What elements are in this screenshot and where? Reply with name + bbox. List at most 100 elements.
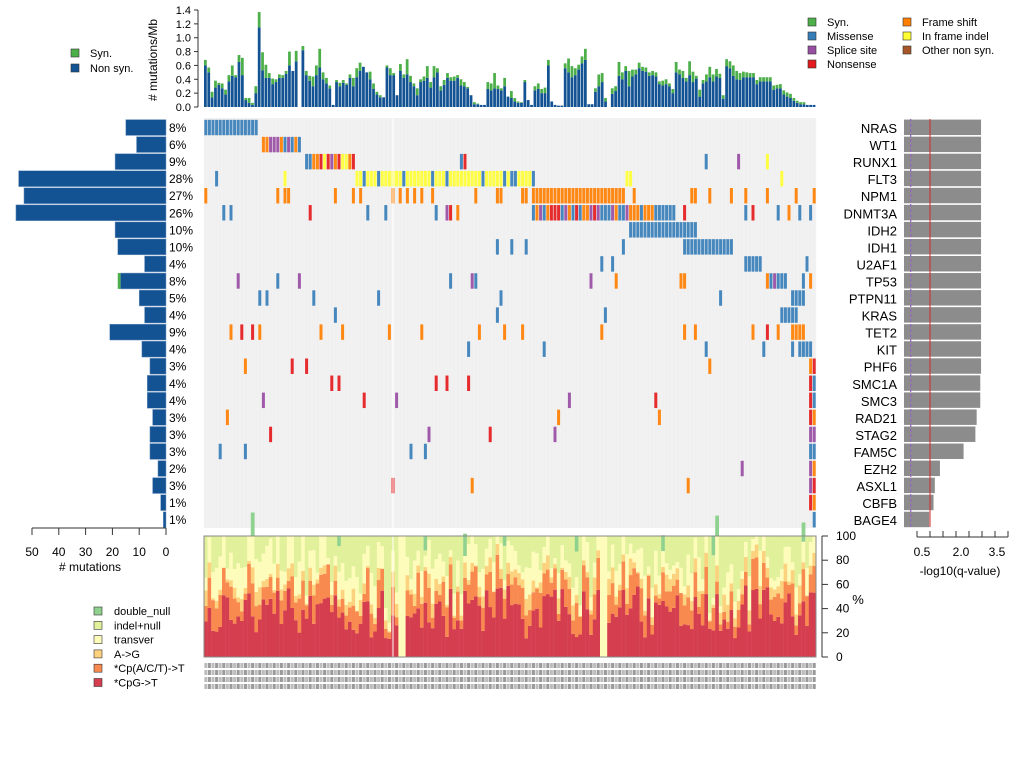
spectrum-seg-indel bbox=[618, 536, 622, 565]
spectrum-seg-cpg bbox=[708, 628, 712, 657]
mutation-cell bbox=[654, 205, 658, 221]
spectrum-seg-ag bbox=[510, 571, 514, 585]
sample-id-label bbox=[564, 663, 568, 668]
spectrum-seg-indel bbox=[780, 536, 784, 570]
sample-id-label bbox=[297, 663, 301, 668]
spectrum-seg-cpg bbox=[394, 625, 399, 657]
mutation-cell bbox=[229, 119, 233, 136]
spectrum-seg-transver bbox=[211, 572, 215, 599]
gene-percent-label: 27% bbox=[169, 189, 193, 203]
spectrum-seg-cpa bbox=[585, 577, 590, 610]
spectrum-seg-indel bbox=[387, 536, 392, 623]
spectrum-seg-transver bbox=[373, 586, 377, 618]
q-value-bar bbox=[904, 460, 940, 477]
spectrum-seg-cpa bbox=[330, 604, 334, 613]
rate-bar-nonsyn bbox=[624, 70, 628, 107]
spectrum-seg-transver bbox=[567, 563, 572, 577]
spectrum-seg-transver bbox=[690, 573, 694, 602]
mutation-cell bbox=[459, 153, 463, 170]
spectrum-seg-transver bbox=[402, 536, 406, 657]
rate-bar-nonsyn bbox=[802, 104, 806, 107]
spectrum-seg-cpg bbox=[704, 594, 709, 657]
spectrum-seg-ag bbox=[668, 579, 673, 592]
spectrum-seg-transver bbox=[722, 587, 727, 595]
spectrum-seg-cpa bbox=[301, 580, 305, 610]
spectrum-seg-ag bbox=[333, 565, 338, 582]
mutation-cell bbox=[531, 205, 535, 221]
spectrum-seg-cpa bbox=[499, 578, 503, 588]
sample-id-label bbox=[506, 677, 510, 682]
spectrum-seg-indel bbox=[272, 536, 277, 564]
sample-id-label bbox=[611, 684, 615, 689]
sample-id-label bbox=[686, 684, 690, 689]
sample-id-label bbox=[204, 663, 208, 668]
mutation-cell bbox=[683, 324, 687, 340]
spectrum-seg-ag bbox=[621, 554, 626, 562]
sample-id-label bbox=[449, 684, 453, 689]
spectrum-seg-indel bbox=[441, 536, 446, 562]
spectrum-seg-cpg bbox=[736, 627, 741, 657]
spectrum-seg-transver bbox=[718, 606, 723, 613]
spectrum-seg-indel bbox=[708, 536, 712, 614]
sample-id-label bbox=[765, 677, 769, 682]
spectrum-seg-double-null bbox=[250, 512, 255, 536]
sample-id-label bbox=[675, 677, 679, 682]
rate-bar-syn bbox=[271, 78, 275, 85]
sample-id-label bbox=[470, 684, 474, 689]
spectrum-seg-cpa bbox=[542, 573, 547, 597]
spectrum-seg-cpg bbox=[546, 594, 550, 657]
sample-id-label bbox=[384, 684, 388, 689]
mutation-cell bbox=[531, 170, 535, 187]
spectrum-seg-cpg bbox=[225, 597, 230, 657]
rate-bar-syn bbox=[546, 59, 550, 66]
spectrum-seg-cpa bbox=[355, 611, 359, 634]
rate-bar-nonsyn bbox=[409, 82, 412, 107]
sample-id-label bbox=[359, 684, 363, 689]
rate-bar-nonsyn bbox=[627, 86, 631, 107]
mutation-cell bbox=[524, 170, 528, 187]
rate-bar-syn bbox=[318, 48, 322, 68]
spectrum-seg-ag bbox=[236, 597, 241, 603]
mutation-cell bbox=[535, 205, 539, 221]
gene-percent-label: 4% bbox=[169, 394, 187, 408]
spectrum-seg-transver bbox=[423, 555, 428, 568]
spectrum-seg-cpg bbox=[337, 617, 341, 657]
sample-id-label bbox=[600, 663, 604, 668]
sample-id-label bbox=[333, 684, 337, 689]
sample-id-label bbox=[236, 684, 240, 689]
mutation-cell bbox=[305, 153, 309, 170]
spectrum-seg-transver bbox=[639, 547, 644, 579]
spectrum-seg-transver bbox=[290, 536, 295, 564]
mutation-cell bbox=[661, 222, 665, 238]
spectrum-seg-cpa bbox=[546, 569, 550, 595]
spectrum-seg-transver bbox=[736, 589, 741, 601]
sample-id-label bbox=[456, 684, 460, 689]
sample-id-label bbox=[560, 684, 564, 689]
rate-bar-nonsyn bbox=[570, 77, 574, 107]
spectrum-seg-transver bbox=[222, 536, 226, 568]
gene-count-bar bbox=[138, 289, 167, 307]
sample-id-label bbox=[607, 663, 611, 668]
sample-id-label bbox=[632, 677, 636, 682]
gene-name-label: WT1 bbox=[870, 138, 897, 153]
rate-bar-nonsyn bbox=[311, 86, 315, 107]
mutation-cell bbox=[215, 170, 219, 187]
spectrum-seg-indel bbox=[664, 536, 669, 564]
spectrum-seg-cpa bbox=[639, 588, 644, 622]
spectrum-seg-transver bbox=[664, 563, 669, 575]
sample-id-label bbox=[297, 684, 301, 689]
mutation-cell bbox=[467, 341, 471, 357]
spectrum-seg-cpa bbox=[636, 573, 640, 587]
sample-id-label bbox=[481, 663, 485, 668]
spectrum-seg-indel bbox=[225, 536, 230, 569]
sample-id-label bbox=[614, 677, 618, 682]
sample-id-label bbox=[290, 684, 294, 689]
sample-id-label bbox=[585, 670, 589, 675]
sample-id-label bbox=[794, 677, 798, 682]
spectrum-seg-ag bbox=[589, 610, 593, 615]
spectrum-seg-cpa bbox=[373, 623, 377, 632]
spectrum-seg-transver bbox=[546, 536, 550, 556]
spectrum-seg-indel bbox=[405, 536, 410, 557]
mutation-cell bbox=[629, 222, 633, 238]
rate-bar-nonsyn bbox=[341, 82, 345, 107]
